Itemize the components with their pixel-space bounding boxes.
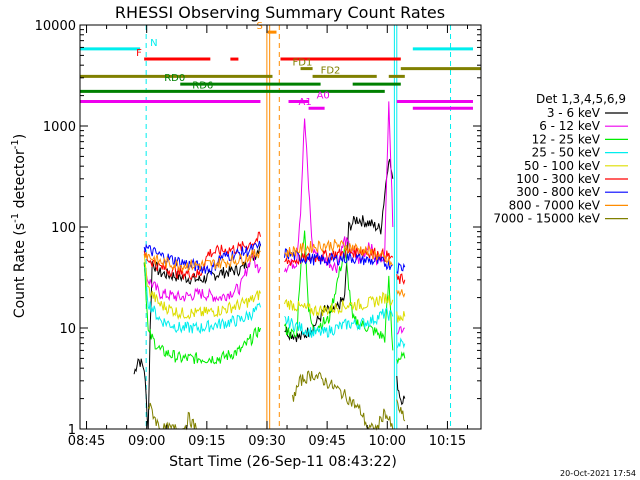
annotation-label-fd1: FD1 [293,58,313,69]
annotation-label-a1: A1 [299,97,312,108]
y-tick-label-1: 10 [59,322,76,337]
y-tick-label-4: 10000 [35,19,76,34]
chart-title: RHESSI Observing Summary Count Rates [115,3,445,22]
legend-title: Det 1,3,4,5,6,9 [536,92,626,106]
x-tick-label-4: 09:45 [308,434,345,449]
legend-label-12-25-kev: 12 - 25 keV [532,132,601,146]
y-tick-label-0: 1 [68,423,76,438]
legend-label-6-12-kev: 6 - 12 keV [539,119,601,133]
y-axis: 1 10 100 1000 10000 [35,19,481,438]
legend-label-50-100-kev: 50 - 100 keV [524,159,601,173]
svg-text:Count Rate (s-1 detector-1): Count Rate (s-1 detector-1) [10,134,28,318]
annotation-label-n: N [150,38,157,49]
annotation-label-s: S [256,21,262,32]
plot-frame [79,24,482,430]
x-tick-label-2: 09:15 [188,434,225,449]
x-tick-label-5: 10:00 [369,434,406,449]
annotation-label-f: F [136,48,142,59]
legend-label-25-50-kev: 25 - 50 keV [532,146,601,160]
series-line-7000-15000-kev [147,370,406,431]
series-line-100-300-kev [143,231,406,286]
annotation-label-rd6: RD6 [192,80,213,91]
series-line-6-12-kev [143,101,405,335]
y-tick-label-2: 100 [51,221,76,236]
y-axis-label-sup1: -1 [10,213,21,223]
y-axis-label-main: Count Rate (s [12,223,28,318]
x-axis: 08:45 09:00 09:15 09:30 09:45 10:00 10:15 [68,25,468,449]
plot-area: N S F FD1 FD2 RD0 RD6 A0 A1 [80,21,481,431]
y-axis-label-end: ) [12,134,28,139]
legend-label-3-6-kev: 3 - 6 keV [547,106,601,120]
x-tick-label-6: 10:15 [429,434,466,449]
annotation-label-rd0: RD0 [164,73,185,84]
legend-label-7000-15000-kev: 7000 - 15000 keV [493,212,600,226]
legend-label-800-7000-kev: 800 - 7000 keV [509,198,601,212]
legend-label-100-300-kev: 100 - 300 keV [516,172,600,186]
x-axis-label: Start Time (26-Sep-11 08:43:22) [169,454,397,470]
y-axis-label-mid: detector [12,149,28,213]
y-axis-label-sup2: -1 [10,139,21,149]
footer-timestamp: 20-Oct-2021 17:54 [560,469,636,478]
annotation-label-fd2: FD2 [321,65,341,76]
x-tick-label-3: 09:30 [248,434,285,449]
y-tick-label-3: 1000 [43,120,76,135]
series-line-800-7000-kev [143,239,406,298]
series-line-25-50-kev [144,267,406,349]
annotation-label-a0: A0 [317,90,330,101]
series-line-50-100-kev [143,254,406,323]
x-tick-label-1: 09:00 [128,434,165,449]
y-axis-label: Count Rate (s-1 detector-1) [10,134,28,318]
legend-label-300-800-kev: 300 - 800 keV [516,185,600,199]
x-tick-label-0: 08:45 [68,434,105,449]
